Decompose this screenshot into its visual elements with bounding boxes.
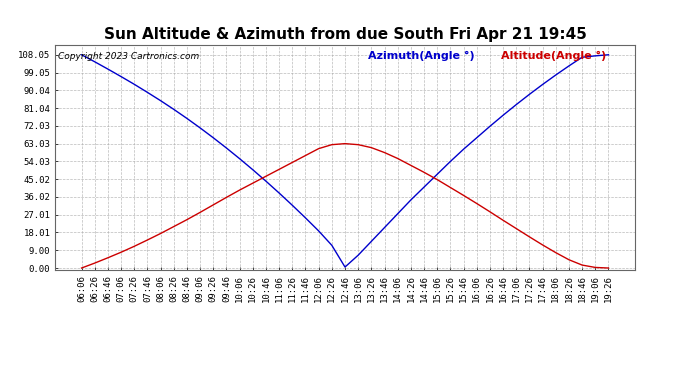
Title: Sun Altitude & Azimuth from due South Fri Apr 21 19:45: Sun Altitude & Azimuth from due South Fr… (104, 27, 586, 42)
Text: Copyright 2023 Cartronics.com: Copyright 2023 Cartronics.com (58, 52, 199, 61)
Text: Altitude(Angle °): Altitude(Angle °) (502, 51, 607, 61)
Text: Azimuth(Angle °): Azimuth(Angle °) (368, 51, 475, 61)
